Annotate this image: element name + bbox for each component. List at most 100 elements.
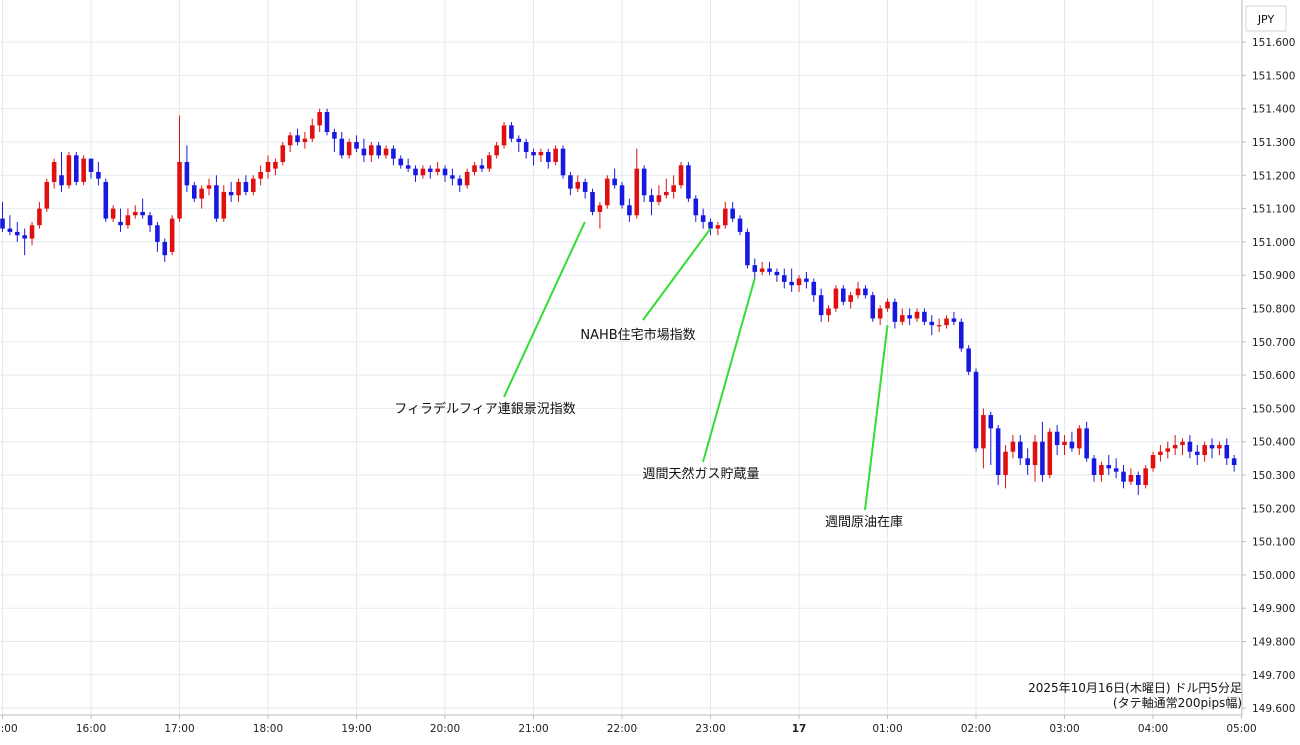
candle-body	[840, 288, 846, 302]
candle	[1047, 428, 1053, 479]
candle-body	[944, 318, 949, 326]
candle-body	[1091, 458, 1097, 475]
x-tick-label: 22:00	[607, 723, 637, 735]
x-tick-label: 04:00	[1138, 723, 1168, 735]
candle-body	[737, 218, 743, 232]
candle-body	[206, 185, 212, 189]
candle	[663, 178, 669, 199]
price-axis: 151.600 151.500 151.400 151.300 151.200 151.1…	[1241, 0, 1295, 715]
candle-body	[273, 161, 278, 169]
candle	[1076, 425, 1082, 456]
candle-body	[413, 168, 418, 176]
y-tick-label: 150.400	[1252, 437, 1295, 449]
y-tick-label: 151.400	[1252, 104, 1295, 116]
candle	[494, 142, 499, 159]
candle-body	[103, 181, 109, 219]
candle-body	[228, 191, 234, 196]
x-tick-label: 15:00	[0, 723, 18, 735]
candle	[686, 161, 691, 202]
candle-body	[929, 321, 935, 326]
grid	[0, 0, 1242, 715]
candle-body	[995, 428, 1001, 475]
candle	[191, 181, 197, 202]
candle-body	[759, 268, 765, 272]
candle-body	[1158, 451, 1163, 456]
candle	[553, 145, 558, 166]
candle	[221, 185, 227, 222]
candle-body	[354, 142, 359, 149]
candle	[944, 315, 949, 329]
candle-body	[907, 315, 912, 319]
candle	[538, 148, 544, 162]
candles	[0, 108, 1237, 495]
candle-body	[509, 125, 514, 139]
candle	[516, 135, 522, 152]
annotation-line	[702, 278, 756, 463]
candle	[398, 155, 404, 169]
candle	[951, 311, 957, 326]
candle	[693, 195, 699, 222]
candle	[582, 178, 588, 199]
candle	[169, 215, 175, 256]
candle-body	[1121, 471, 1126, 482]
candle-body	[899, 315, 905, 322]
candle	[1150, 451, 1156, 472]
candle-body	[73, 155, 79, 182]
y-tick-label: 150.500	[1252, 403, 1295, 415]
candle	[1209, 438, 1215, 459]
candle	[840, 285, 846, 306]
candle	[339, 132, 345, 159]
currency-box: JPY	[1245, 5, 1287, 32]
candle	[368, 142, 374, 162]
candle	[678, 161, 684, 189]
candle	[1143, 465, 1148, 489]
candle-body	[7, 228, 13, 232]
candle-body	[29, 225, 35, 239]
candle-body	[1047, 431, 1053, 475]
candle	[228, 181, 234, 202]
candle	[59, 151, 64, 192]
candle-body	[486, 155, 492, 169]
candle	[988, 411, 994, 466]
candle-body	[1172, 445, 1178, 449]
candle-body	[545, 151, 551, 162]
candle-body	[51, 161, 57, 182]
x-tick-label: 03:00	[1049, 723, 1079, 735]
candle-body	[1040, 441, 1045, 475]
candle	[214, 175, 219, 222]
candle-body	[442, 168, 448, 176]
candle-body	[1187, 441, 1193, 452]
time-axis: 15:00 16:00 17:00 18:00 19:00 20:00 21:00 22:00…	[0, 714, 1257, 735]
candle	[1165, 441, 1171, 459]
candle-body	[678, 165, 684, 186]
candle-body	[870, 295, 876, 319]
candle-body	[973, 371, 979, 449]
candle	[796, 275, 802, 292]
caption-line-1: 2025年10月16日(木曜日) ドル円5分足	[1028, 681, 1242, 695]
y-tick-label: 151.000	[1252, 237, 1295, 249]
candle-body	[280, 145, 286, 162]
candle	[1217, 441, 1222, 456]
candle-body	[796, 278, 802, 286]
x-tick-label: 16:00	[76, 723, 106, 735]
candle-body	[472, 165, 477, 172]
candle-body	[538, 151, 544, 156]
candle-body	[1062, 441, 1067, 446]
candle	[103, 178, 109, 222]
candle-body	[612, 178, 617, 186]
candle-body	[140, 211, 145, 216]
candle-body	[191, 185, 197, 199]
candle	[936, 318, 942, 332]
candle	[708, 218, 713, 236]
candle	[162, 238, 168, 262]
candle	[155, 221, 160, 252]
candle	[51, 158, 57, 189]
x-tick-label: 02:00	[961, 723, 991, 735]
candle	[774, 268, 780, 282]
candle	[619, 181, 625, 209]
candle	[435, 161, 440, 176]
candle-body	[236, 181, 241, 196]
candle	[1017, 435, 1023, 466]
candle-body	[958, 321, 964, 349]
candle-body	[0, 218, 5, 229]
